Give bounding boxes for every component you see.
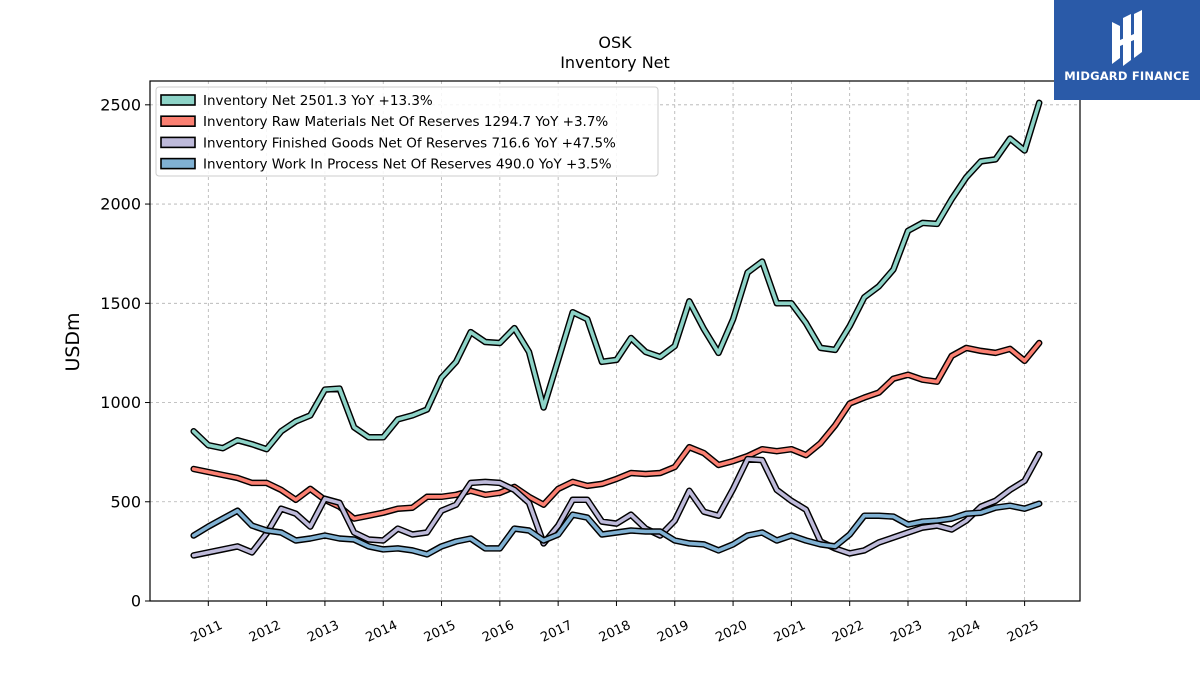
series-line	[191, 452, 1041, 558]
y-tick-label: 2500	[100, 95, 141, 114]
y-tick-label: 1000	[100, 393, 141, 412]
x-tick-label: 2011	[189, 618, 225, 646]
y-tick-label: 1500	[100, 294, 141, 313]
x-tick-label: 2025	[1005, 618, 1041, 646]
y-axis-label: USDm	[62, 312, 84, 371]
legend-entry: Inventory Raw Materials Net Of Reserves …	[203, 114, 608, 130]
legend-entry: Inventory Work In Process Net Of Reserve…	[203, 157, 612, 173]
legend-swatch	[160, 115, 196, 127]
brand-logo: MIDGARD FINANCE	[1054, 0, 1200, 100]
y-tick-label: 0	[131, 592, 141, 611]
y-tick-label: 500	[110, 492, 141, 511]
y-axis-ticks: 0 500 1000 1500 2000 2500	[100, 95, 150, 611]
legend-swatch	[160, 136, 196, 149]
plot-frame	[149, 80, 1081, 602]
x-tick-label: 2019	[655, 618, 691, 646]
chart-title: OSK	[598, 33, 632, 52]
x-tick-label: 2024	[947, 618, 983, 646]
legend-swatch	[160, 157, 196, 170]
logo-mark-icon	[1112, 10, 1142, 66]
x-tick-label: 2013	[305, 618, 341, 646]
x-tick-label: 2018	[597, 618, 633, 646]
chart-subtitle: Inventory Net	[560, 53, 670, 72]
x-tick-label: 2023	[888, 618, 924, 646]
brand-logo-text: MIDGARD FINANCE	[1064, 69, 1190, 83]
series-lines	[190, 99, 1043, 559]
x-tick-label: 2022	[830, 618, 866, 646]
legend: Inventory Net 2501.3 YoY +13.3% Inventory…	[155, 86, 659, 177]
legend-box	[155, 86, 659, 177]
series-line	[191, 101, 1041, 452]
x-tick-label: 2014	[364, 618, 400, 646]
x-tick-label: 2020	[713, 618, 749, 646]
x-axis-ticks: 2011 2012 2013 2014 2015 2016 2017 2018 2019 2020…	[189, 601, 1041, 646]
x-tick-label: 2016	[480, 618, 516, 646]
x-tick-label: 2021	[772, 618, 808, 646]
legend-entry: Inventory Finished Goods Net Of Reserves…	[203, 135, 616, 151]
x-tick-label: 2015	[422, 618, 458, 646]
x-tick-label: 2017	[539, 618, 575, 646]
legend-entry: Inventory Net 2501.3 YoY +13.3%	[203, 93, 433, 109]
x-tick-label: 2012	[247, 618, 283, 646]
series-line	[191, 501, 1041, 557]
y-tick-label: 2000	[100, 195, 141, 214]
legend-swatch	[160, 94, 196, 106]
